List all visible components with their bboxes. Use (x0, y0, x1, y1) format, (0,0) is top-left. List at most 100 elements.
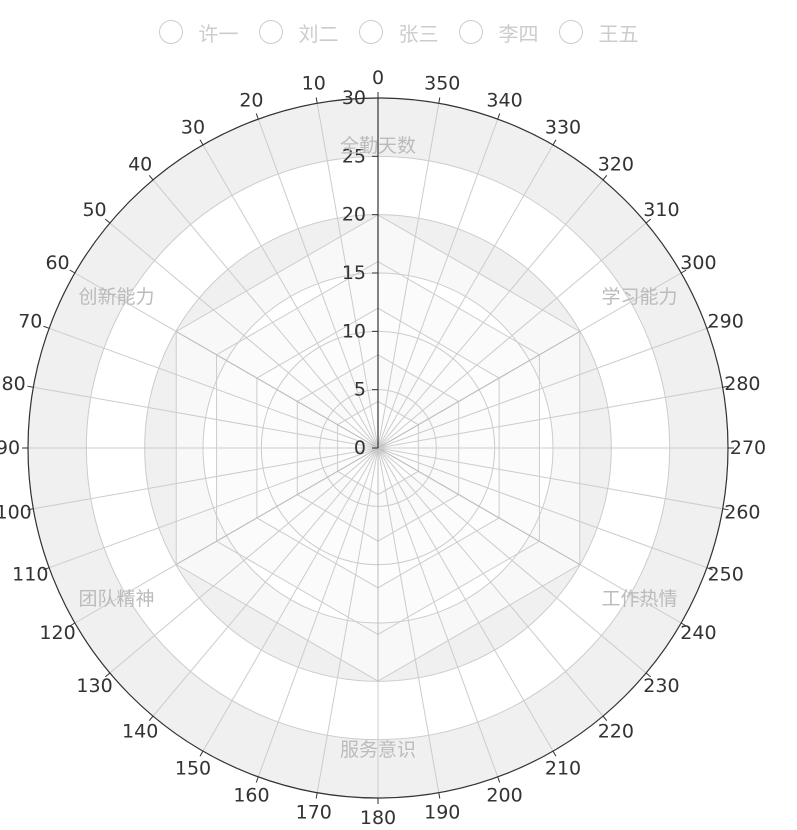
angle-axis-tick-label: 200 (486, 785, 522, 807)
angle-split-line (377, 447, 723, 510)
angle-split-line (316, 103, 379, 449)
radius-axis-tick-label: 30 (342, 87, 366, 109)
angle-axis-tick-label: 270 (730, 437, 766, 459)
angle-axis-tick (148, 174, 154, 181)
legend-item[interactable]: 李四 (458, 18, 539, 47)
angle-split-line (377, 447, 708, 569)
angle-split-line (377, 447, 440, 793)
radius-axis-tick-label: 5 (354, 379, 366, 401)
angle-split-line (48, 447, 379, 569)
angle-axis-tick-label: 240 (680, 622, 716, 644)
radar-indicator-label: 团队精神 (78, 588, 154, 610)
angle-axis-tick-label: 10 (302, 73, 326, 95)
legend-label: 刘二 (298, 21, 339, 46)
angle-split-line (152, 447, 379, 717)
angle-axis-tick-label: 350 (424, 73, 460, 95)
angle-axis-tick (680, 622, 687, 627)
angle-axis-tick (27, 508, 34, 511)
radar-axis-line (377, 331, 581, 449)
angle-axis-tick-label: 230 (643, 675, 679, 697)
angle-axis-tick-label: 160 (233, 785, 269, 807)
legend: 许一 刘二 张三 李四 王五 (0, 14, 797, 50)
angle-axis-tick (552, 750, 557, 757)
legend-label: 许一 (198, 21, 239, 46)
angle-axis-tick-label: 210 (545, 757, 581, 779)
angle-axis-tick-label: 280 (724, 373, 760, 395)
angle-split-line (48, 327, 379, 449)
angle-split-line (377, 447, 604, 717)
angle-axis-tick (722, 508, 729, 511)
angle-axis-tick (27, 385, 34, 388)
angle-axis-tick (438, 97, 441, 104)
angle-split-line (316, 447, 379, 793)
angle-split-line (257, 118, 379, 449)
angle-axis-tick-label: 290 (708, 310, 744, 332)
angle-split-line (109, 222, 379, 449)
angle-split-line (377, 179, 604, 449)
angle-axis-tick (255, 113, 259, 120)
angle-split-line (377, 144, 554, 449)
angle-axis-tick-label: 110 (12, 564, 48, 586)
legend-item[interactable]: 王五 (558, 18, 639, 47)
angle-axis-tick (438, 792, 441, 799)
angle-axis-tick (315, 792, 318, 799)
angle-split-line (377, 447, 647, 674)
angle-axis-tick-label: 220 (598, 720, 634, 742)
angle-split-line (377, 447, 554, 752)
angle-axis-tick (199, 750, 204, 757)
radar-indicator-label: 工作热情 (602, 588, 678, 610)
angle-axis-tick-label: 130 (76, 675, 112, 697)
legend-item[interactable]: 许一 (158, 18, 239, 47)
radar-indicator-label: 全勤天数 (340, 135, 416, 157)
angle-split-line (377, 447, 499, 778)
radar-indicator-label: 服务意识 (340, 739, 416, 761)
angle-axis-tick (104, 672, 111, 678)
angle-axis-tick-label: 180 (360, 807, 396, 829)
radius-axis-tick-label: 0 (354, 437, 366, 459)
angle-axis-tick-label: 170 (296, 801, 332, 823)
angle-split-line (33, 447, 379, 510)
angle-axis-tick (645, 672, 652, 678)
angle-axis-tick-label: 250 (708, 564, 744, 586)
angle-axis-tick-label: 340 (486, 89, 522, 111)
angle-axis-tick-label: 310 (643, 199, 679, 221)
radar-axis-line (175, 331, 379, 449)
angle-axis-tick-label: 20 (239, 89, 263, 111)
angle-axis-tick-label: 90 (0, 437, 20, 459)
angle-axis-tick-label: 30 (181, 117, 205, 139)
angle-axis-tick-label: 330 (545, 117, 581, 139)
angle-axis-tick-label: 60 (45, 252, 69, 274)
angle-axis-tick-label: 80 (2, 373, 26, 395)
angle-axis-tick (497, 776, 501, 783)
legend-label: 张三 (398, 21, 439, 46)
angle-axis-tick-label: 320 (598, 154, 634, 176)
legend-item[interactable]: 刘二 (258, 18, 339, 47)
radius-axis-tick-label: 15 (342, 262, 366, 284)
radius-axis-tick-label: 20 (342, 204, 366, 226)
angle-axis-tick (69, 622, 76, 627)
radius-axis-tick-label: 25 (342, 145, 366, 167)
angle-axis-tick (199, 139, 204, 146)
angle-axis-tick (104, 218, 111, 224)
angle-split-line (377, 386, 723, 449)
angle-axis-tick-label: 0 (372, 67, 384, 89)
angle-axis-tick-label: 40 (128, 154, 152, 176)
angle-split-line (152, 179, 379, 449)
angle-axis-tick-label: 70 (18, 310, 42, 332)
angle-axis-tick (43, 325, 50, 329)
angle-split-line (377, 118, 499, 449)
angle-axis-tick-label: 140 (122, 720, 158, 742)
legend-label: 王五 (598, 21, 639, 46)
legend-item[interactable]: 张三 (358, 18, 439, 47)
angle-axis-tick (255, 776, 259, 783)
angle-axis-tick (706, 325, 713, 329)
angle-axis-tick-label: 190 (424, 801, 460, 823)
legend-marker-icon (558, 20, 583, 44)
angle-axis-tick-label: 50 (82, 199, 106, 221)
angle-axis-tick (645, 218, 652, 224)
angle-split-line (33, 386, 379, 449)
legend-marker-icon (258, 20, 283, 44)
angle-axis-tick (706, 567, 713, 571)
angle-axis-tick (315, 97, 318, 104)
